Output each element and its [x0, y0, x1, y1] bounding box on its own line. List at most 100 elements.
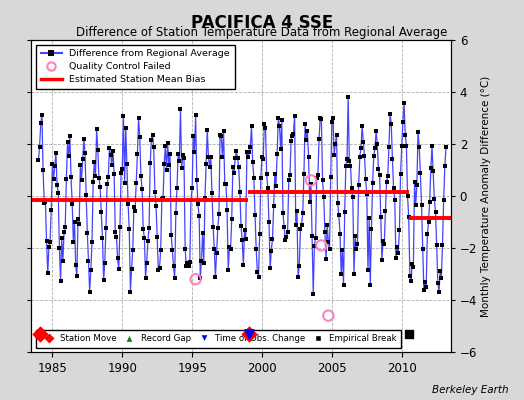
Point [301, 121, 309, 128]
Point [424, 219, 433, 226]
Point [136, 134, 144, 140]
Point [209, 223, 217, 230]
Point [429, 168, 438, 174]
Point [166, 150, 174, 157]
Point [149, 144, 158, 150]
Point [371, 145, 379, 151]
Point [212, 250, 221, 256]
Point [125, 226, 134, 232]
Point [131, 208, 139, 214]
Point [279, 210, 287, 216]
Point [170, 275, 179, 282]
Point [432, 242, 441, 248]
Point [249, 174, 258, 181]
Point [353, 240, 362, 247]
Point [231, 155, 239, 161]
Point [183, 260, 192, 266]
Point [251, 212, 259, 218]
Point [291, 221, 300, 228]
Point [252, 246, 260, 252]
Point [225, 244, 234, 250]
Point [37, 120, 45, 126]
Point [399, 118, 407, 125]
Point [415, 144, 423, 150]
Point [153, 234, 161, 240]
Point [78, 177, 86, 183]
Point [154, 267, 162, 273]
Point [64, 153, 73, 159]
Point [196, 275, 204, 281]
Point [287, 138, 296, 144]
Point [222, 181, 230, 187]
Point [45, 244, 53, 250]
Point [41, 199, 50, 206]
Point [179, 152, 187, 158]
Point [381, 208, 390, 214]
Point [99, 235, 107, 242]
Point [442, 144, 450, 151]
Point [259, 156, 267, 162]
Point [162, 167, 171, 173]
Point [332, 132, 341, 138]
Point [172, 210, 180, 216]
Point [434, 280, 442, 286]
Point [110, 170, 118, 177]
Point [294, 274, 302, 280]
Point [368, 180, 377, 186]
Point [217, 132, 225, 139]
Point [158, 196, 166, 202]
Point [88, 239, 96, 245]
Point [307, 177, 315, 184]
Point [346, 163, 355, 170]
Point [62, 176, 71, 182]
Point [387, 121, 396, 127]
Point [440, 197, 448, 203]
Point [167, 231, 176, 238]
Text: PACIFICA 4 SSE: PACIFICA 4 SSE [191, 14, 333, 32]
Point [59, 258, 67, 264]
Point [338, 247, 346, 254]
Point [261, 125, 270, 131]
Point [163, 140, 172, 146]
Point [203, 127, 212, 133]
Point [341, 209, 349, 216]
Point [104, 174, 113, 181]
Point [70, 218, 79, 225]
Point [340, 282, 348, 288]
Point [85, 288, 94, 295]
Point [305, 199, 314, 206]
Point [352, 246, 361, 252]
Point [436, 268, 444, 274]
Point [410, 178, 419, 185]
Point [66, 133, 74, 139]
Point [92, 126, 101, 132]
Point [184, 263, 193, 269]
Point [367, 226, 376, 232]
Point [328, 119, 336, 126]
Point [329, 115, 337, 121]
Point [398, 143, 406, 149]
Point [314, 172, 322, 178]
Point [39, 167, 47, 174]
Point [215, 211, 223, 218]
Point [293, 208, 301, 214]
Point [405, 214, 413, 220]
Point [189, 132, 198, 139]
Point [372, 128, 380, 134]
Point [123, 161, 131, 168]
Point [182, 262, 191, 269]
Point [331, 141, 340, 147]
Point [103, 180, 111, 187]
Point [409, 264, 418, 270]
Point [89, 179, 97, 185]
Point [137, 172, 145, 179]
Point [43, 270, 52, 277]
Point [119, 113, 128, 119]
Point [124, 201, 132, 207]
Point [400, 100, 408, 106]
Point [226, 246, 235, 253]
Point [364, 267, 372, 273]
Point [308, 233, 316, 239]
Point [300, 171, 308, 177]
Point [354, 182, 363, 188]
